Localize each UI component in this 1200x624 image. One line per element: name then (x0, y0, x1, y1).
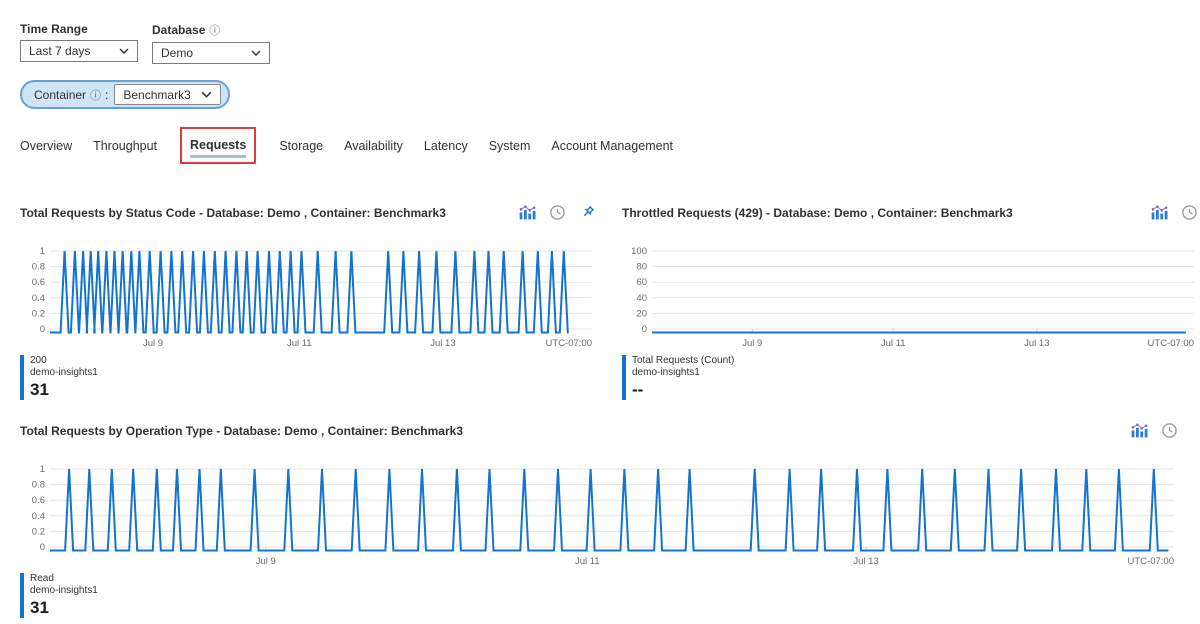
container-dropdown[interactable]: Benchmark3 (114, 84, 221, 105)
legend-total-value: 31 (30, 380, 49, 399)
spike-line-chart: 1 0.8 0.6 0.4 0.2 0 Jul 9 Jul 11 Jul 13 UTC-07:00 (32, 464, 1174, 567)
pin-icon[interactable] (579, 204, 596, 221)
history-icon[interactable] (549, 204, 566, 221)
chart-toolbar (519, 204, 598, 221)
svg-text:0.6: 0.6 (32, 495, 45, 506)
svg-text:0.4: 0.4 (32, 511, 45, 522)
flat-line-chart: 100 80 60 40 20 0 Jul 9 Jul 11 Jul 13 UTC-07:00 (631, 246, 1194, 349)
chevron-down-icon (119, 48, 129, 54)
svg-text:100: 100 (631, 246, 647, 257)
tab-throughput[interactable]: Throughput (93, 138, 158, 153)
chart-title: Total Requests by Status Code - Database… (20, 205, 446, 220)
database-label: Database ⓘ (152, 23, 221, 37)
time-range-value: Last 7 days (29, 44, 91, 58)
svg-text:Jul 11: Jul 11 (287, 338, 312, 349)
svg-text:Jul 11: Jul 11 (575, 556, 600, 567)
chart-throttled-requests: Throttled Requests (429) - Database: Dem… (622, 204, 1200, 400)
svg-text:Jul 9: Jul 9 (742, 338, 762, 349)
time-range-filter: Time Range Last 7 days (20, 22, 138, 64)
filter-bar: Time Range Last 7 days Database ⓘ Demo (20, 22, 1180, 64)
container-label: Container ⓘ : (34, 87, 109, 102)
info-icon[interactable]: ⓘ (209, 25, 221, 37)
svg-text:1: 1 (40, 464, 45, 475)
time-range-dropdown[interactable]: Last 7 days (20, 40, 138, 62)
svg-text:40: 40 (636, 293, 647, 304)
svg-text:Jul 13: Jul 13 (853, 556, 878, 567)
legend-resource-name: demo-insights1 (30, 367, 98, 378)
svg-text:Jul 13: Jul 13 (430, 338, 455, 349)
tab-availability[interactable]: Availability (344, 138, 403, 153)
legend-series-name: Total Requests (Count) (632, 355, 735, 366)
chart-toolbar (1151, 204, 1200, 221)
chevron-down-icon (251, 50, 261, 56)
svg-text:0: 0 (642, 324, 647, 335)
svg-text:0.8: 0.8 (32, 262, 45, 273)
chart-header: Total Requests by Operation Type - Datab… (20, 422, 1180, 439)
tab-storage[interactable]: Storage (279, 138, 324, 153)
svg-text:0: 0 (40, 542, 45, 553)
spike-line-chart: 1 0.8 0.6 0.4 0.2 0 Jul 9 Jul 11 Jul 13 UTC-07:00 (32, 246, 592, 349)
legend-total-value: 31 (30, 598, 49, 617)
tab-account-management[interactable]: Account Management (551, 138, 673, 153)
legend-item[interactable]: 200 demo-insights1 31 (20, 355, 98, 400)
svg-text:0.2: 0.2 (32, 526, 45, 537)
svg-text:20: 20 (636, 308, 647, 319)
chart-header: Total Requests by Status Code - Database… (20, 204, 598, 221)
svg-text:Jul 11: Jul 11 (881, 338, 906, 349)
legend-color-bar (20, 573, 24, 618)
legend-resource-name: demo-insights1 (632, 367, 700, 378)
time-range-label: Time Range (20, 22, 88, 36)
chart-total-requests-by-status-code: Total Requests by Status Code - Database… (20, 204, 598, 400)
database-value: Demo (161, 46, 194, 60)
svg-text:Jul 9: Jul 9 (256, 556, 276, 567)
svg-text:0.8: 0.8 (32, 480, 45, 491)
svg-text:0: 0 (40, 324, 45, 335)
history-icon[interactable] (1161, 422, 1178, 439)
legend-series-name: 200 (30, 355, 47, 366)
bar-chart-icon[interactable] (1131, 422, 1148, 439)
info-icon[interactable]: ⓘ (90, 89, 102, 102)
history-icon[interactable] (1181, 204, 1198, 221)
svg-text:UTC-07:00: UTC-07:00 (546, 338, 592, 349)
legend-series-name: Read (30, 573, 54, 584)
tab-latency[interactable]: Latency (423, 138, 468, 153)
svg-text:0.4: 0.4 (32, 293, 45, 304)
svg-text:Jul 13: Jul 13 (1024, 338, 1049, 349)
legend-item[interactable]: Total Requests (Count) demo-insights1 -- (622, 355, 734, 400)
legend-item[interactable]: Read demo-insights1 31 (20, 573, 98, 618)
svg-text:0.2: 0.2 (32, 308, 45, 319)
chart-header: Throttled Requests (429) - Database: Dem… (622, 204, 1200, 221)
svg-text:UTC-07:00: UTC-07:00 (1148, 338, 1194, 349)
tab-requests[interactable]: Requests (190, 138, 247, 158)
svg-text:80: 80 (636, 262, 647, 273)
chart-title: Total Requests by Operation Type - Datab… (20, 423, 463, 438)
chevron-down-icon (201, 91, 212, 98)
database-dropdown[interactable]: Demo (152, 42, 270, 64)
bar-chart-icon[interactable] (519, 204, 536, 221)
chart-toolbar (1131, 422, 1180, 439)
container-value: Benchmark3 (123, 87, 191, 102)
requests-tab-highlight-box: Requests (180, 127, 257, 164)
svg-text:0.6: 0.6 (32, 277, 45, 288)
tab-system[interactable]: System (488, 138, 531, 153)
chart-title: Throttled Requests (429) - Database: Dem… (622, 205, 1013, 220)
svg-text:1: 1 (40, 246, 45, 257)
charts-row-1: Total Requests by Status Code - Database… (20, 204, 1197, 400)
database-filter: Database ⓘ Demo (152, 22, 270, 64)
svg-text:Jul 9: Jul 9 (143, 338, 163, 349)
svg-text:UTC-07:00: UTC-07:00 (1128, 556, 1174, 567)
bar-chart-icon[interactable] (1151, 204, 1168, 221)
container-filter-pill: Container ⓘ : Benchmark3 (20, 80, 230, 109)
legend-color-bar (20, 355, 24, 400)
legend-resource-name: demo-insights1 (30, 585, 98, 596)
legend-color-bar (622, 355, 626, 400)
tab-overview[interactable]: Overview (20, 138, 73, 153)
legend-total-value: -- (632, 380, 644, 399)
chart-total-requests-by-operation-type: Total Requests by Operation Type - Datab… (20, 422, 1180, 618)
svg-text:60: 60 (636, 277, 647, 288)
tab-bar: Overview Throughput Requests Storage Ava… (20, 127, 1180, 164)
charts-row-2: Total Requests by Operation Type - Datab… (20, 422, 1180, 618)
